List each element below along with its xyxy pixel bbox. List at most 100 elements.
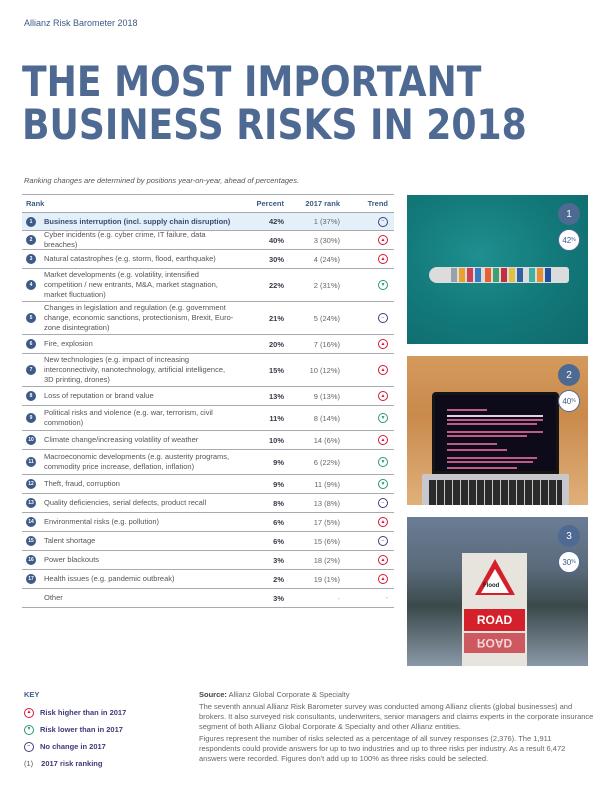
rank-badge: 14 (26, 517, 36, 527)
ship-illustration (429, 265, 569, 285)
risk-2017-rank: 18 (2%) (313, 555, 340, 565)
table-row: 5 Changes in legislation and regulation (… (22, 302, 394, 335)
key-item-higher: ▲ Risk higher than in 2017 (24, 704, 126, 721)
risk-percent: 21% (268, 313, 284, 323)
risk-name: Cyber incidents (e.g. cyber crime, IT fa… (44, 230, 206, 249)
risk-2017-rank: 10 (12%) (309, 365, 340, 375)
risk-2017-rank: 1 (37%) (313, 217, 340, 226)
table-row: 3 Natural catastrophes (e.g. storm, flood… (22, 250, 394, 269)
table-row: Other 3% - - (22, 589, 394, 608)
rank-badge: 8 (26, 391, 36, 401)
risk-percent: 11% (269, 413, 284, 423)
risk-name: Business interruption (incl. supply chai… (44, 216, 231, 226)
trend-up-icon: ▲ (378, 254, 388, 264)
trend-up-icon: ▲ (378, 339, 388, 349)
header-2017-rank: 2017 rank (305, 199, 340, 208)
table-row: 12 Theft, fraud, corruption 9% 11 (9%) ▼ (22, 475, 394, 494)
risk-percent: 9% (273, 479, 284, 489)
report-header: Allianz Risk Barometer 2018 (24, 18, 138, 28)
trend-same-icon: − (378, 536, 388, 546)
source-label: Source: (199, 690, 227, 699)
table-row: 1 Business interruption (incl. supply cha… (22, 213, 394, 231)
legend-key: KEY ▲ Risk higher than in 2017 ▼ Risk lo… (24, 690, 126, 772)
table-row: 17 Health issues (e.g. pandemic outbreak)… (22, 570, 394, 589)
risk-name: Environmental risks (e.g. pollution) (44, 517, 160, 526)
subtitle: Ranking changes are determined by positi… (24, 176, 300, 185)
table-row: 2 Cyber incidents (e.g. cyber crime, IT f… (22, 230, 394, 250)
risk-percent: 10% (268, 435, 284, 445)
trend-same-icon: − (378, 498, 388, 508)
risk-2017-rank: 17 (5%) (313, 517, 340, 527)
risk-name: Theft, fraud, corruption (44, 479, 120, 488)
risk-percent: 42% (268, 217, 284, 226)
risk-2017-rank: 9 (13%) (313, 391, 340, 401)
key-item-lower: ▼ Risk lower than in 2017 (24, 721, 126, 738)
risk-name: Power blackouts (44, 555, 100, 564)
photo-flood-sign: Flood ROAD ROAD 3 30% (407, 517, 588, 666)
table-row: 13 Quality deficiencies, serial defects, … (22, 494, 394, 513)
rank-badge: 5 (26, 313, 36, 323)
risk-percent: 13% (268, 391, 284, 401)
photo-laptop: 2 40% (407, 356, 588, 505)
table-row: 6 Fire, explosion 20% 7 (16%) ▲ (22, 335, 394, 354)
trend-down-icon: ▼ (378, 457, 388, 467)
risk-table: Rank Percent 2017 rank Trend 1 Business i… (22, 194, 394, 608)
risk-name: Natural catastrophes (e.g. storm, flood,… (44, 254, 216, 263)
rank-badge: 16 (26, 555, 36, 565)
header-percent: Percent (256, 199, 284, 208)
risk-name: New technologies (e.g. impact of increas… (44, 355, 226, 384)
photo-rank-badge: 3 (558, 525, 580, 547)
risk-percent: 2% (273, 574, 284, 584)
risk-2017-rank: 13 (8%) (313, 498, 340, 508)
risk-name: Fire, explosion (44, 339, 93, 348)
table-body: 1 Business interruption (incl. supply cha… (22, 213, 394, 608)
rank-badge: 3 (26, 254, 36, 264)
trend-down-icon: ▼ (24, 724, 34, 735)
risk-2017-rank: 5 (24%) (313, 313, 340, 323)
risk-percent: 20% (268, 339, 284, 349)
laptop-screen (432, 392, 559, 474)
rank-badge: 10 (26, 435, 36, 445)
table-header: Rank Percent 2017 rank Trend (22, 195, 394, 213)
trend-up-icon: ▲ (24, 707, 34, 718)
risk-2017-rank: 14 (6%) (313, 435, 340, 445)
risk-2017-rank: 7 (16%) (313, 339, 340, 349)
rank-badge: 11 (26, 457, 36, 467)
header-rank: Rank (26, 199, 45, 208)
rank-badge: 17 (26, 574, 36, 584)
risk-name: Macroeconomic developments (e.g. austeri… (44, 452, 230, 471)
trend-down-icon: ▼ (378, 413, 388, 423)
key-title: KEY (24, 690, 40, 699)
table-row: 15 Talent shortage 6% 15 (6%) − (22, 532, 394, 551)
table-row: 7 New technologies (e.g. impact of increa… (22, 354, 394, 387)
source-paragraph-1: The seventh annual Allianz Risk Baromete… (199, 702, 594, 731)
photo-percent-badge: 40% (558, 390, 580, 412)
rank-badge: 12 (26, 479, 36, 489)
risk-percent: 30% (268, 254, 284, 264)
trend-up-icon: ▲ (378, 517, 388, 527)
trend-same-icon: − (378, 216, 388, 227)
rank-badge: 13 (26, 498, 36, 508)
risk-2017-rank: - (337, 593, 341, 603)
risk-percent: 22% (268, 280, 284, 290)
table-row: 8 Loss of reputation or brand value 13% 9 (… (22, 387, 394, 406)
risk-name: Other (44, 593, 63, 602)
risk-2017-rank: 8 (14%) (313, 413, 340, 423)
risk-percent: 6% (273, 536, 284, 546)
source-paragraph-2: Figures represent the number of risks se… (199, 734, 566, 763)
risk-2017-rank: 19 (1%) (313, 574, 340, 584)
risk-name: Loss of reputation or brand value (44, 391, 154, 400)
title-line-1: THE MOST IMPORTANT (22, 57, 482, 106)
photo-rank-badge: 2 (558, 364, 580, 386)
trend-up-icon: ▲ (378, 574, 388, 584)
key-item-no-change: − No change in 2017 (24, 738, 126, 755)
risk-name: Health issues (e.g. pandemic outbreak) (44, 574, 175, 583)
title-line-2: BUSINESS RISKS IN 2018 (22, 100, 527, 149)
header-trend: Trend (367, 199, 388, 208)
trend-none: - (385, 594, 388, 602)
risk-percent: 9% (273, 457, 284, 467)
photo-percent-badge: 42% (558, 229, 580, 251)
risk-name: Climate change/increasing volatility of … (44, 435, 199, 444)
risk-2017-rank: 4 (24%) (313, 254, 340, 264)
trend-up-icon: ▲ (378, 555, 388, 565)
